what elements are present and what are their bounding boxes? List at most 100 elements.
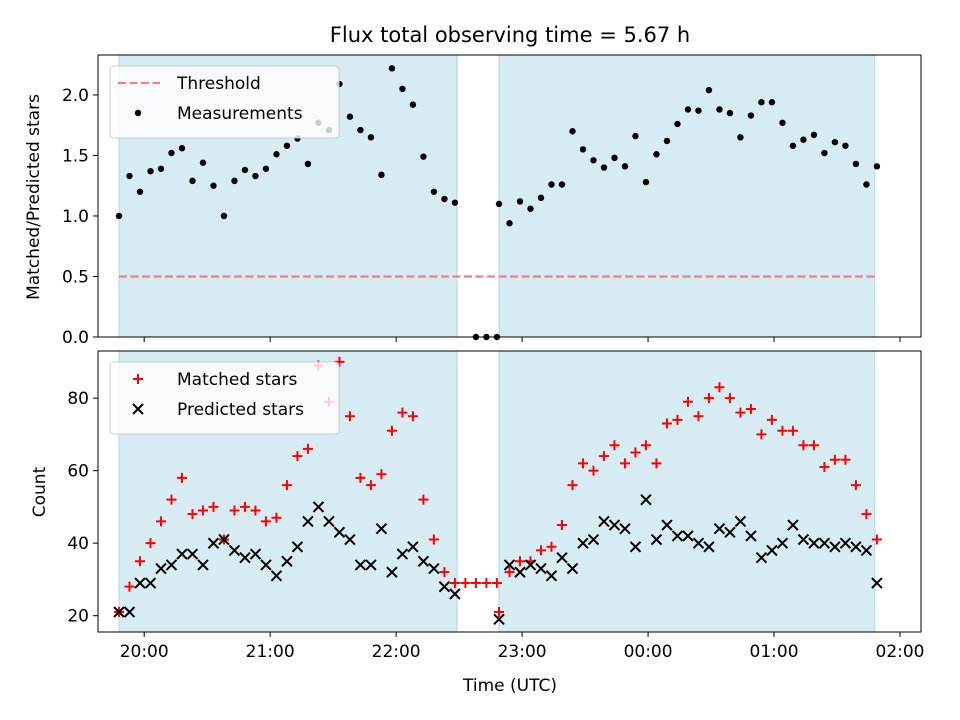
- matched-point: [514, 556, 525, 567]
- predicted-point: [556, 551, 568, 564]
- predicted-point: [493, 613, 505, 626]
- y-tick-label: 20: [67, 607, 89, 627]
- measurement-point: [621, 163, 629, 170]
- chart-title: Flux total observing time = 5.67 h: [330, 23, 690, 47]
- x-tick-label: 02:00: [876, 642, 925, 662]
- matched-point: [386, 425, 397, 436]
- measurement-point: [632, 132, 639, 140]
- measurement-point: [231, 177, 238, 185]
- y-tick-label: 60: [67, 462, 89, 482]
- matched-point: [407, 411, 418, 422]
- matched-point: [428, 534, 439, 545]
- matched-point: [439, 567, 450, 578]
- measurement-point: [695, 107, 702, 114]
- measurement-point: [863, 181, 870, 188]
- measurement-point: [600, 164, 608, 171]
- y-tick-label: 0.0: [62, 328, 89, 348]
- predicted-point: [755, 551, 768, 564]
- matched-point: [145, 538, 156, 549]
- predicted-point: [850, 541, 862, 553]
- predicted-point: [228, 544, 241, 557]
- measurement-point: [388, 65, 396, 72]
- matched-point: [418, 494, 429, 505]
- measurement-point: [800, 136, 807, 143]
- matched-point: [239, 501, 250, 512]
- predicted-point: [344, 533, 356, 546]
- measurement-point: [768, 99, 776, 106]
- matched-point: [449, 578, 460, 589]
- measurement-point: [357, 126, 364, 134]
- matched-point: [766, 414, 777, 425]
- matched-point: [819, 462, 830, 473]
- predicted-point: [155, 562, 167, 575]
- predicted-point: [365, 559, 377, 571]
- measurement-point: [157, 165, 165, 172]
- matched-point: [840, 454, 851, 465]
- measurement-point: [548, 181, 555, 188]
- measurement-point: [220, 212, 228, 220]
- matched-point: [640, 440, 651, 451]
- predicted-point: [545, 570, 558, 582]
- matched-point: [724, 393, 735, 404]
- measurement-point: [115, 212, 123, 220]
- matched-point: [651, 458, 662, 469]
- predicted-point: [407, 541, 419, 553]
- measurement-point: [642, 178, 650, 186]
- observing-window-2: [498, 54, 876, 338]
- predicted-point: [514, 566, 526, 578]
- predicted-point: [535, 562, 547, 575]
- matched-point: [271, 512, 282, 523]
- measurement-point: [168, 149, 175, 157]
- measurement-point: [747, 112, 755, 119]
- predicted-point: [197, 559, 209, 571]
- x-axis-label: Time (UTC): [462, 676, 557, 696]
- predicted-point: [524, 559, 537, 571]
- matched-point: [535, 545, 546, 556]
- predicted-point: [661, 519, 673, 531]
- y-tick-label: 0.5: [62, 267, 89, 287]
- measurement-point: [451, 199, 459, 206]
- matched-point: [397, 407, 408, 418]
- measurement-point: [126, 172, 133, 180]
- predicted-point: [333, 526, 346, 538]
- measurement-point: [831, 138, 839, 146]
- matched-point: [661, 418, 672, 429]
- measurement-point: [579, 146, 587, 153]
- legend-matched-swatch: [133, 374, 143, 384]
- matched-point: [588, 465, 599, 476]
- matched-point: [344, 411, 355, 422]
- legend: Matched stars Predicted stars: [109, 361, 340, 435]
- measurement-point: [821, 149, 828, 157]
- x-tick-label: 00:00: [624, 642, 673, 662]
- matched-point: [609, 440, 620, 451]
- predicted-point: [787, 519, 799, 531]
- measurement-point: [346, 113, 354, 120]
- measurement-point: [378, 171, 385, 179]
- matched-point: [787, 425, 798, 436]
- y-tick-label: 80: [67, 389, 89, 409]
- legend-label: Threshold: [176, 74, 261, 94]
- legend-box: [109, 361, 340, 435]
- measurement-point: [842, 142, 849, 149]
- matched-point: [871, 534, 882, 545]
- predicted-point: [144, 577, 157, 589]
- predicted-point: [776, 537, 789, 549]
- predicted-point: [577, 537, 589, 549]
- x-tick-label: 22:00: [372, 642, 421, 662]
- matched-point: [250, 505, 261, 516]
- predicted-point: [239, 551, 251, 564]
- measurement-point: [569, 128, 576, 135]
- measurement-point: [252, 172, 259, 180]
- measurement-point: [810, 131, 818, 139]
- matched-point: [208, 501, 219, 512]
- matched-point: [176, 472, 187, 483]
- matched-point: [682, 396, 693, 407]
- predicted-point: [734, 515, 747, 528]
- legend: Threshold Measurements: [109, 65, 340, 139]
- matched-point: [630, 447, 641, 458]
- measurement-point: [199, 159, 207, 166]
- predicted-point: [703, 541, 715, 553]
- matched-point: [355, 472, 366, 483]
- predicted-point: [766, 544, 778, 557]
- axes-frame: [97, 54, 922, 338]
